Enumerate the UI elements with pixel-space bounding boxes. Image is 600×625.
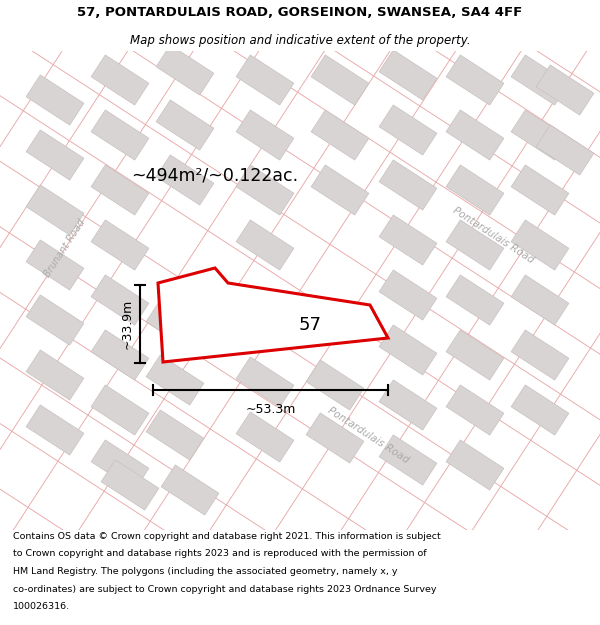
Polygon shape	[91, 55, 149, 105]
Polygon shape	[511, 110, 569, 160]
Polygon shape	[236, 110, 294, 160]
Polygon shape	[311, 55, 369, 105]
Polygon shape	[446, 385, 504, 435]
Polygon shape	[236, 412, 294, 462]
Text: co-ordinates) are subject to Crown copyright and database rights 2023 Ordnance S: co-ordinates) are subject to Crown copyr…	[13, 584, 437, 594]
Polygon shape	[91, 165, 149, 215]
Polygon shape	[26, 130, 84, 180]
Polygon shape	[236, 357, 294, 407]
Polygon shape	[146, 410, 204, 460]
Text: 100026316.: 100026316.	[13, 602, 70, 611]
Text: Contains OS data © Crown copyright and database right 2021. This information is : Contains OS data © Crown copyright and d…	[13, 532, 441, 541]
Polygon shape	[236, 220, 294, 270]
Polygon shape	[236, 55, 294, 105]
Polygon shape	[379, 105, 437, 155]
Polygon shape	[446, 165, 504, 215]
Polygon shape	[379, 160, 437, 210]
Polygon shape	[26, 240, 84, 290]
Polygon shape	[156, 155, 214, 205]
Polygon shape	[91, 385, 149, 435]
Polygon shape	[536, 125, 594, 175]
Polygon shape	[511, 330, 569, 380]
Polygon shape	[26, 295, 84, 345]
Text: 57, PONTARDULAIS ROAD, GORSEINON, SWANSEA, SA4 4FF: 57, PONTARDULAIS ROAD, GORSEINON, SWANSE…	[77, 6, 523, 19]
Polygon shape	[26, 185, 84, 235]
Polygon shape	[511, 385, 569, 435]
Polygon shape	[446, 110, 504, 160]
Text: ~494m²/~0.122ac.: ~494m²/~0.122ac.	[131, 166, 299, 184]
Polygon shape	[101, 460, 159, 510]
Polygon shape	[26, 405, 84, 455]
Text: to Crown copyright and database rights 2023 and is reproduced with the permissio: to Crown copyright and database rights 2…	[13, 549, 427, 559]
Text: HM Land Registry. The polygons (including the associated geometry, namely x, y: HM Land Registry. The polygons (includin…	[13, 567, 398, 576]
Polygon shape	[91, 275, 149, 325]
Text: ~53.3m: ~53.3m	[245, 403, 296, 416]
Polygon shape	[158, 268, 388, 362]
Polygon shape	[91, 330, 149, 380]
Polygon shape	[161, 465, 219, 515]
Polygon shape	[91, 220, 149, 270]
Polygon shape	[26, 350, 84, 400]
Polygon shape	[379, 435, 437, 485]
Polygon shape	[511, 55, 569, 105]
Polygon shape	[446, 220, 504, 270]
Polygon shape	[236, 165, 294, 215]
Polygon shape	[379, 325, 437, 375]
Text: Map shows position and indicative extent of the property.: Map shows position and indicative extent…	[130, 34, 470, 48]
Text: ~33.9m: ~33.9m	[121, 299, 134, 349]
Polygon shape	[446, 55, 504, 105]
Polygon shape	[156, 100, 214, 150]
Text: Pontardulais Road: Pontardulais Road	[326, 405, 410, 465]
Polygon shape	[511, 220, 569, 270]
Polygon shape	[91, 110, 149, 160]
Polygon shape	[511, 275, 569, 325]
Polygon shape	[379, 215, 437, 265]
Polygon shape	[146, 300, 204, 350]
Polygon shape	[156, 45, 214, 95]
Text: 57: 57	[299, 316, 322, 334]
Polygon shape	[446, 330, 504, 380]
Polygon shape	[91, 440, 149, 490]
Polygon shape	[311, 165, 369, 215]
Polygon shape	[379, 270, 437, 320]
Polygon shape	[379, 50, 437, 100]
Polygon shape	[26, 75, 84, 125]
Polygon shape	[306, 360, 364, 410]
Polygon shape	[511, 165, 569, 215]
Polygon shape	[446, 440, 504, 490]
Polygon shape	[311, 110, 369, 160]
Polygon shape	[446, 275, 504, 325]
Polygon shape	[306, 413, 364, 463]
Text: Brunant Road: Brunant Road	[43, 217, 88, 279]
Polygon shape	[146, 355, 204, 405]
Polygon shape	[379, 380, 437, 430]
Text: Pontardulais Road: Pontardulais Road	[451, 205, 535, 265]
Polygon shape	[536, 65, 594, 115]
